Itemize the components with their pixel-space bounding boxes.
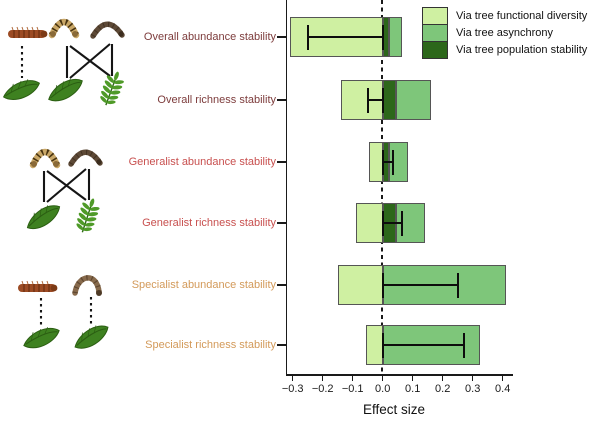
error-bar-cap <box>381 87 384 113</box>
legend: Via tree functional diversity Via tree a… <box>422 7 588 60</box>
error-bar-cap <box>381 210 384 236</box>
error-bar-cap <box>381 272 384 298</box>
y-axis-line <box>285 0 288 376</box>
legend-item: Via tree population stability <box>422 40 588 60</box>
bar-segment <box>382 80 397 120</box>
error-bar-cap <box>401 210 404 236</box>
bar-segment <box>337 265 383 305</box>
bar-segment <box>396 80 431 120</box>
x-axis-tick-label: 0.4 <box>495 383 511 395</box>
y-axis-tick <box>277 284 286 286</box>
error-bar-cap <box>381 149 384 175</box>
category-label: Overall richness stability <box>157 94 276 106</box>
x-axis-tick-label: −0.3 <box>281 383 304 395</box>
bar-segment <box>366 325 383 365</box>
legend-label: Via tree functional diversity <box>456 10 588 23</box>
category-label: Generalist abundance stability <box>128 156 276 168</box>
error-bar-line <box>307 35 383 39</box>
bar-segment <box>388 17 403 57</box>
specialist-foodweb-illustration <box>17 268 113 352</box>
legend-label: Via tree population stability <box>456 43 588 56</box>
legend-item: Via tree asynchrony <box>422 23 587 43</box>
error-bar-line <box>382 343 464 347</box>
legend-swatch-population-stability <box>422 40 448 60</box>
legend-swatch-functional-diversity <box>422 7 448 26</box>
x-axis-tick <box>291 375 294 381</box>
x-axis-tick-label: −0.1 <box>341 383 364 395</box>
error-bar-cap <box>306 24 309 50</box>
legend-item: Via tree functional diversity <box>422 7 588 26</box>
x-axis-title: Effect size <box>362 402 426 417</box>
x-axis-tick <box>381 375 384 381</box>
error-bar-cap <box>392 149 395 175</box>
x-axis-tick <box>441 375 444 381</box>
x-axis-tick <box>321 375 324 381</box>
legend-swatch-asynchrony <box>422 23 448 43</box>
specialist-link-lines <box>39 297 93 325</box>
x-axis-tick-label: −0.2 <box>311 383 334 395</box>
x-axis-tick-label: 0.1 <box>405 383 421 395</box>
category-label: Generalist richness stability <box>142 217 276 229</box>
x-axis-tick <box>471 375 474 381</box>
error-bar-line <box>367 98 383 102</box>
x-axis-tick-label: 0.3 <box>465 383 481 395</box>
error-bar-line <box>382 283 458 287</box>
x-axis-tick-label: 0.0 <box>375 383 391 395</box>
y-axis-tick <box>277 344 286 346</box>
error-bar-cap <box>456 272 459 298</box>
x-axis-tick <box>411 375 414 381</box>
x-axis-tick-label: 0.2 <box>435 383 451 395</box>
y-axis-tick <box>277 222 286 224</box>
error-bar-cap <box>381 24 384 50</box>
generalist-link-lines <box>65 43 114 79</box>
generalist-link-lines <box>42 168 91 203</box>
category-label: Specialist abundance stability <box>131 279 276 291</box>
category-label: Overall abundance stability <box>143 31 276 43</box>
y-axis-tick <box>277 99 286 101</box>
y-axis-tick <box>277 36 286 38</box>
bar-segment <box>355 203 383 243</box>
x-axis-line <box>285 374 513 376</box>
zero-reference-line <box>381 0 384 374</box>
legend-label: Via tree asynchrony <box>456 27 554 40</box>
error-bar-cap <box>366 87 369 113</box>
generalist-foodweb-illustration <box>22 140 125 237</box>
error-bar-cap <box>381 332 384 358</box>
x-axis-tick <box>351 375 354 381</box>
x-axis-tick <box>501 375 504 381</box>
y-axis-tick <box>277 161 286 163</box>
error-bar-cap <box>462 332 465 358</box>
error-bar-line <box>382 160 394 164</box>
error-bar-line <box>382 221 403 225</box>
overall-foodweb-illustration <box>2 8 129 110</box>
category-label: Specialist richness stability <box>145 339 276 351</box>
